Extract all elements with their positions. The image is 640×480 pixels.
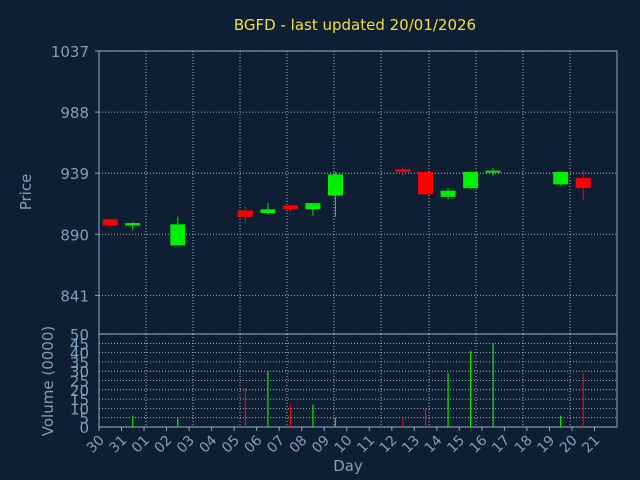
x-tick-label: 02 (151, 433, 175, 457)
candle-body (418, 171, 434, 195)
volume-tick-label: 40 (70, 345, 89, 363)
volume-tick-label: 25 (70, 373, 89, 391)
volume-tick-label: 20 (70, 382, 89, 400)
candle-body (237, 210, 253, 217)
x-tick-label: 19 (534, 433, 558, 457)
x-tick-label: 01 (129, 433, 153, 457)
x-tick-label: 06 (242, 432, 266, 456)
candle-body (125, 223, 141, 226)
price-tick-label: 890 (60, 226, 89, 244)
x-tick-label: 05 (219, 433, 243, 457)
candle-body (485, 170, 501, 173)
volume-tick-label: 30 (70, 363, 89, 381)
candle-body (170, 224, 186, 246)
candle-body (102, 219, 118, 226)
volume-tick-label: 35 (70, 354, 89, 372)
x-tick-label: 11 (354, 433, 378, 457)
candle-body (305, 203, 321, 210)
x-tick-label: 07 (264, 433, 288, 457)
price-tick-label: 988 (60, 104, 89, 122)
x-tick-label: 17 (489, 433, 513, 457)
volume-tick-label: 5 (79, 410, 89, 428)
x-tick-label: 04 (197, 432, 221, 456)
candle-body (553, 171, 569, 185)
volume-tick-label: 0 (79, 419, 89, 437)
x-tick-label: 08 (287, 433, 311, 457)
price-panel: 841 890 939 988 1037 (51, 43, 618, 335)
volume-tick-label: 50 (70, 326, 89, 344)
price-tick-label: 841 (60, 287, 89, 305)
candle-body (327, 174, 343, 196)
x-tick-label: 21 (579, 433, 603, 457)
x-tick-label: 03 (174, 433, 198, 457)
price-axis-label: Price (17, 174, 35, 211)
price-tick-label: 939 (60, 165, 89, 183)
x-tick-label: 18 (512, 433, 536, 457)
volume-axis-label: Volume (0000) (39, 326, 57, 436)
candle-body (440, 190, 456, 197)
x-tick-label: 12 (377, 433, 401, 457)
x-tick-label: 09 (309, 433, 333, 457)
volume-tick-label: 15 (70, 391, 89, 409)
x-tick-label: 20 (557, 433, 581, 457)
candle-body (575, 178, 591, 189)
x-axis-ticks: 3031010203040506070809101112131415161718… (84, 427, 603, 456)
x-tick-label: 15 (444, 433, 468, 457)
candle-body (260, 209, 276, 214)
volume-tick-label: 45 (70, 335, 89, 353)
x-tick-label: 16 (467, 432, 491, 456)
price-plot-frame (98, 50, 618, 335)
price-tick-label: 1037 (51, 43, 89, 61)
candle-body (395, 169, 411, 172)
x-tick-label: 13 (399, 433, 423, 457)
x-tick-label: 14 (422, 432, 446, 456)
x-tick-label: 10 (332, 433, 356, 457)
candle-body (463, 171, 479, 189)
chart-title: BGFD - last updated 20/01/2026 (234, 16, 476, 34)
day-axis-label: Day (333, 457, 363, 475)
x-tick-label: 31 (106, 433, 130, 457)
candle-body (282, 205, 298, 210)
volume-tick-label: 10 (70, 400, 89, 418)
